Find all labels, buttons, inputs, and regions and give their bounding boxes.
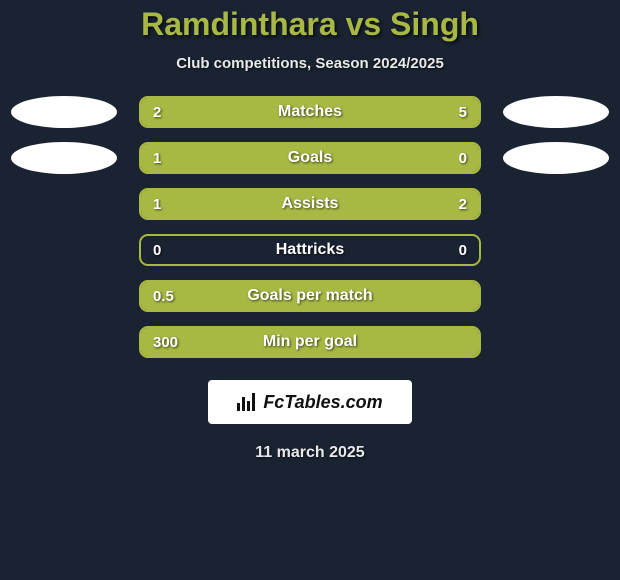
logo-label: FcTables.com <box>263 392 382 413</box>
stat-value-right: 5 <box>459 98 467 126</box>
stat-value-left: 0.5 <box>153 282 174 310</box>
bar-chart-icon <box>237 393 257 411</box>
stat-value-right: 2 <box>459 190 467 218</box>
comparison-title: Ramdinthara vs Singh <box>141 6 479 43</box>
stat-row: 0 0Hattricks <box>0 234 620 266</box>
stat-label: Hattricks <box>141 236 479 264</box>
stat-bar: 300Min per goal <box>139 326 481 358</box>
stat-value-left: 0 <box>153 236 161 264</box>
site-logo: FcTables.com <box>208 380 412 424</box>
player-right-badge <box>503 142 609 174</box>
bar-fill <box>141 144 479 172</box>
bar-fill <box>141 282 479 310</box>
stat-bar: 0.5Goals per match <box>139 280 481 312</box>
bar-fill <box>141 328 479 356</box>
stat-value-left: 1 <box>153 144 161 172</box>
player-right-badge <box>503 96 609 128</box>
stat-value-left: 1 <box>153 190 161 218</box>
stat-row: 10Goals <box>0 142 620 174</box>
stat-value-right: 0 <box>459 144 467 172</box>
stat-value-left: 2 <box>153 98 161 126</box>
stat-bar: 12Assists <box>139 188 481 220</box>
date-label: 11 march 2025 <box>255 444 364 462</box>
logo-text: FcTables.com <box>237 392 382 413</box>
stat-row: 300Min per goal <box>0 326 620 358</box>
stat-bar: 0 0Hattricks <box>139 234 481 266</box>
stat-value-right: 0 <box>459 236 467 264</box>
stat-bar: 10Goals <box>139 142 481 174</box>
stat-bar: 25Matches <box>139 96 481 128</box>
bar-fill-right <box>238 98 479 126</box>
stat-row: 0.5Goals per match <box>0 280 620 312</box>
bar-fill-right <box>254 190 479 218</box>
player-left-badge <box>11 142 117 174</box>
stat-rows: 25Matches10Goals12Assists00Hattricks0.5G… <box>0 96 620 372</box>
player-left-badge <box>11 96 117 128</box>
stat-row: 12Assists <box>0 188 620 220</box>
stat-row: 25Matches <box>0 96 620 128</box>
comparison-subtitle: Club competitions, Season 2024/2025 <box>176 55 444 72</box>
stat-value-left: 300 <box>153 328 178 356</box>
